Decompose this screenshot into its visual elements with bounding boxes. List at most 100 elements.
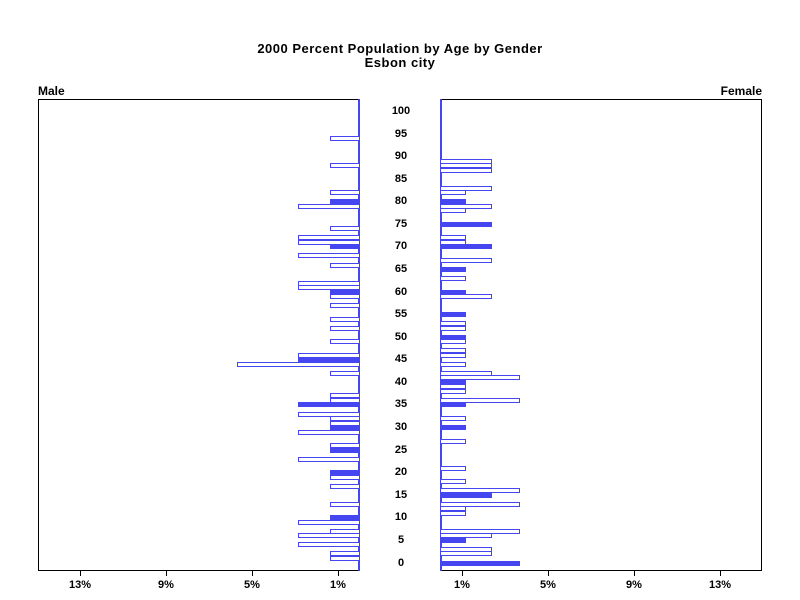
age-axis-label-85: 85 (394, 173, 408, 185)
male-bar-age-6 (298, 533, 360, 538)
age-axis-label-55: 55 (394, 308, 408, 320)
female-bar-age-70 (440, 244, 492, 249)
male-pct-tick-1 (338, 571, 339, 576)
age-axis-label-95: 95 (394, 128, 408, 140)
female-bar-age-55 (440, 312, 466, 317)
male-bar-age-80 (330, 199, 360, 204)
male-pct-tick-9 (166, 571, 167, 576)
male-bar-age-52 (330, 326, 360, 331)
age-axis-label-75: 75 (394, 218, 408, 230)
male-bar-age-70 (330, 244, 360, 249)
male-pct-tick-label-5: 5% (244, 579, 260, 591)
male-bar-age-37 (330, 393, 360, 398)
male-bar-age-57 (330, 303, 360, 308)
female-bar-age-79 (440, 204, 492, 209)
female-bar-age-72 (440, 235, 466, 240)
female-bar-age-75 (440, 222, 492, 227)
age-axis-label-65: 65 (394, 263, 408, 275)
male-bar-age-32 (330, 416, 360, 421)
female-bar-age-39 (440, 384, 466, 389)
male-bar-age-68 (298, 253, 360, 258)
male-bar-age-19 (330, 475, 360, 480)
male-bar-age-10 (330, 515, 360, 520)
male-bar-age-49 (330, 339, 360, 344)
female-bar-age-12 (440, 506, 466, 511)
male-bar-age-82 (330, 190, 360, 195)
age-axis-label-25: 25 (394, 444, 408, 456)
male-pct-tick-13 (80, 571, 81, 576)
female-bar-age-27 (440, 439, 466, 444)
male-pct-tick-5 (252, 571, 253, 576)
age-axis-label-0: 0 (397, 557, 405, 569)
female-pct-tick-label-1: 1% (454, 579, 470, 591)
male-bar-age-13 (330, 502, 360, 507)
female-bar-age-87 (440, 168, 492, 173)
female-bar-age-49 (440, 339, 466, 344)
age-axis-label-50: 50 (394, 331, 408, 343)
female-bar-age-35 (440, 402, 466, 407)
female-bar-age-59 (440, 294, 492, 299)
female-pct-tick-label-9: 9% (626, 579, 642, 591)
male-bar-age-42 (330, 371, 360, 376)
age-axis-label-40: 40 (394, 376, 408, 388)
age-axis-label-60: 60 (394, 286, 408, 298)
female-bar-age-44 (440, 362, 466, 367)
female-bar-age-65 (440, 267, 466, 272)
chart-title: 2000 Percent Population by Age by Gender… (0, 42, 800, 70)
female-bar-age-11 (440, 511, 466, 516)
female-pct-tick-1 (462, 571, 463, 576)
male-bar-age-29 (298, 430, 360, 435)
male-bar-age-94 (330, 136, 360, 141)
female-bar-age-46 (440, 353, 466, 358)
female-bar-age-16 (440, 488, 520, 493)
male-bar-age-20 (330, 470, 360, 475)
chart-title-line2: Esbon city (364, 55, 436, 70)
male-bar-age-23 (298, 457, 360, 462)
age-axis-label-100: 100 (391, 105, 411, 117)
male-bar-age-30 (330, 425, 360, 430)
female-bar-age-0 (440, 561, 520, 566)
age-axis-label-5: 5 (397, 534, 405, 546)
male-bar-age-44 (237, 362, 360, 367)
female-pct-tick-13 (720, 571, 721, 576)
female-bar-age-52 (440, 326, 466, 331)
female-pct-tick-label-5: 5% (540, 579, 556, 591)
female-bar-age-36 (440, 398, 520, 403)
male-bar-age-45 (298, 357, 360, 362)
female-bar-age-78 (440, 208, 466, 213)
female-bar-age-41 (440, 375, 520, 380)
female-bar-age-21 (440, 466, 466, 471)
age-axis-label-70: 70 (394, 240, 408, 252)
age-axis-label-90: 90 (394, 150, 408, 162)
chart-title-line1: 2000 Percent Population by Age by Gender (257, 41, 543, 56)
male-bar-age-35 (298, 402, 360, 407)
age-axis-label-15: 15 (394, 489, 408, 501)
age-axis-label-80: 80 (394, 195, 408, 207)
female-bar-age-32 (440, 416, 466, 421)
male-bar-age-54 (330, 317, 360, 322)
male-bar-age-66 (330, 263, 360, 268)
female-panel-label: Female (720, 84, 762, 98)
male-bar-age-72 (298, 235, 360, 240)
male-bar-age-9 (298, 520, 360, 525)
male-zero-axis-line (358, 99, 360, 571)
female-bar-age-15 (440, 493, 492, 498)
male-bar-age-71 (298, 240, 360, 245)
male-bar-age-59 (330, 294, 360, 299)
female-bar-age-88 (440, 163, 492, 168)
female-bar-age-53 (440, 321, 466, 326)
female-bar-age-63 (440, 276, 466, 281)
female-bar-age-80 (440, 199, 466, 204)
age-axis-label-45: 45 (394, 353, 408, 365)
female-bar-age-67 (440, 258, 492, 263)
male-bar-age-33 (298, 412, 360, 417)
female-bar-age-47 (440, 348, 466, 353)
female-bar-age-38 (440, 389, 466, 394)
male-panel-label: Male (38, 84, 65, 98)
male-bar-age-26 (330, 443, 360, 448)
age-axis-label-30: 30 (394, 421, 408, 433)
male-pct-tick-label-13: 13% (68, 579, 92, 591)
female-bar-age-18 (440, 479, 466, 484)
age-axis-label-35: 35 (394, 398, 408, 410)
